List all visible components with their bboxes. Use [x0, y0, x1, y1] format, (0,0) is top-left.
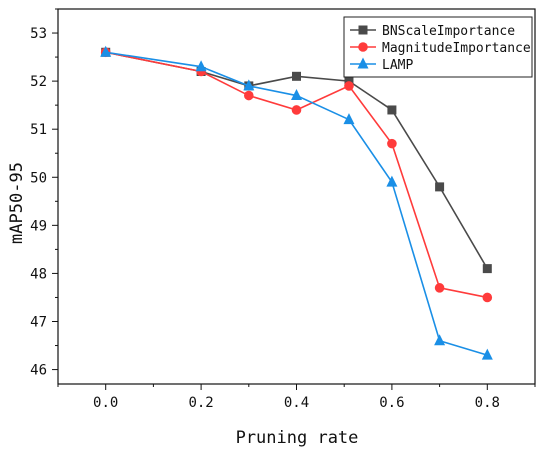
- x-axis: 0.0 0.2 0.4 0.6 0.8: [57, 384, 536, 411]
- x-axis-label: Pruning rate: [236, 428, 359, 448]
- legend-marker: [358, 42, 368, 52]
- legend-marker: [357, 57, 369, 69]
- series-line: [105, 51, 488, 299]
- y-axis-label: mAP50-95: [7, 162, 27, 244]
- data-point: [343, 113, 355, 125]
- data-point: [434, 283, 445, 293]
- data-point: [387, 105, 397, 115]
- x-tick-label: 0.6: [379, 395, 404, 411]
- data-point: [344, 76, 354, 86]
- y-tick-label: 48: [30, 266, 47, 282]
- y-tick-label: 53: [30, 26, 47, 42]
- data-point: [195, 60, 207, 72]
- data-point: [344, 81, 354, 91]
- y-tick-label: 47: [30, 315, 47, 331]
- legend-label: BNScaleImportance: [382, 24, 515, 39]
- data-point: [292, 71, 301, 81]
- legend-marker: [358, 25, 368, 35]
- series-bnscaleimportance: [101, 47, 492, 274]
- series-lamp: [100, 45, 493, 360]
- series-magnitudeimportance: [100, 47, 493, 303]
- data-point: [434, 334, 446, 346]
- data-point: [435, 182, 445, 192]
- data-point: [291, 105, 302, 115]
- legend-label: MagnitudeImportance: [382, 41, 531, 56]
- data-point: [291, 89, 302, 101]
- data-point: [244, 90, 254, 101]
- y-tick-label: 46: [30, 363, 47, 379]
- data-point: [482, 264, 492, 274]
- data-point: [481, 348, 493, 360]
- data-point: [387, 138, 397, 149]
- y-tick-label: 50: [30, 170, 47, 186]
- legend: BNScaleImportance MagnitudeImportance LAMP: [343, 16, 533, 78]
- series-layer: [100, 45, 493, 360]
- data-point: [100, 45, 112, 57]
- data-point: [243, 79, 255, 91]
- x-tick-label: 0.8: [475, 395, 500, 411]
- x-tick-label: 0.0: [93, 395, 118, 411]
- series-line: [105, 51, 488, 356]
- y-tick-label: 52: [30, 74, 47, 90]
- legend-label: LAMP: [382, 58, 413, 73]
- data-point: [482, 292, 493, 303]
- y-tick-label: 49: [30, 218, 47, 234]
- data-point: [386, 175, 398, 187]
- x-tick-label: 0.4: [284, 395, 309, 411]
- series-line: [105, 51, 488, 270]
- y-tick-label: 51: [30, 122, 47, 138]
- y-axis: 46 47 48 49 50 51 52 53: [30, 8, 58, 379]
- x-tick-label: 0.2: [188, 395, 213, 411]
